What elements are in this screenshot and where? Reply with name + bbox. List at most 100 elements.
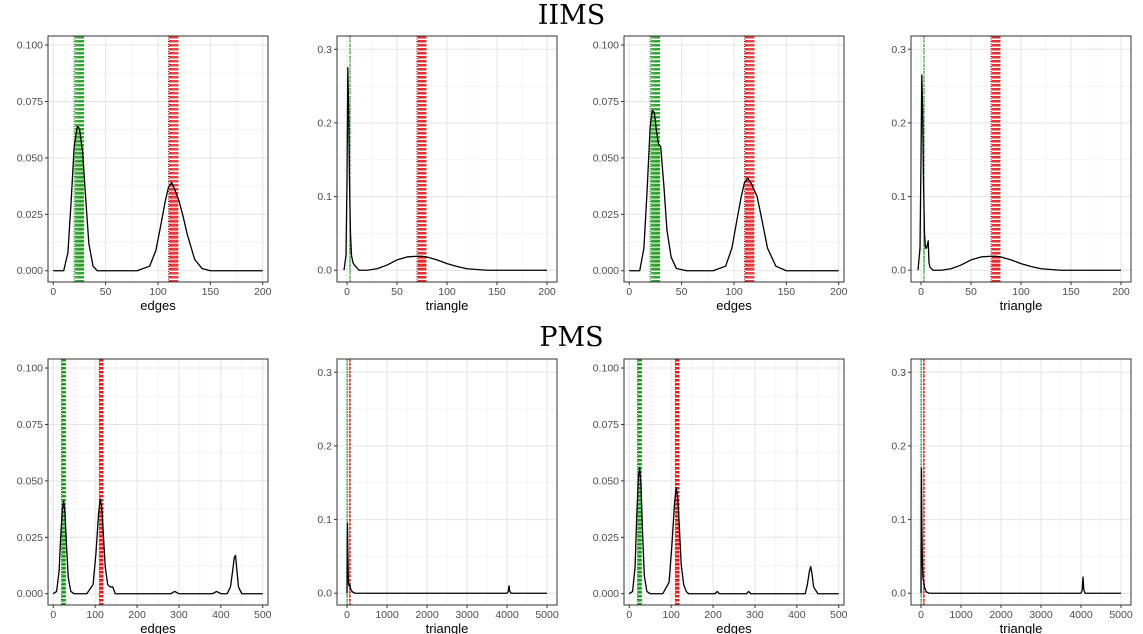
- x-tick-label: 200: [254, 286, 272, 298]
- density-curve: [53, 125, 263, 272]
- y-tick-label: 0.075: [17, 419, 43, 431]
- y-tick-label: 0.075: [17, 96, 43, 108]
- y-tick-label: 0.100: [593, 40, 619, 52]
- section-title-pms: PMS: [539, 322, 604, 353]
- y-tick-label: 0.2: [891, 440, 906, 452]
- x-tick-label: 50: [965, 286, 977, 298]
- y-tick-label: 0.050: [593, 152, 619, 164]
- y-tick-label: 0.100: [17, 40, 43, 52]
- y-tick-label: 0.1: [317, 191, 332, 203]
- x-tick-label: 0: [918, 286, 924, 298]
- x-tick-label: 150: [202, 286, 220, 298]
- x-tick-label: 0: [344, 286, 350, 298]
- x-tick-label: 100: [662, 609, 680, 621]
- x-tick-label: 0: [344, 609, 350, 621]
- x-tick-label: 200: [1112, 286, 1130, 298]
- x-tick-label: 100: [725, 286, 743, 298]
- x-tick-label: 0: [626, 286, 632, 298]
- x-tick-label: 200: [128, 609, 146, 621]
- y-tick-label: 0.025: [593, 209, 619, 221]
- y-tick-label: 0.3: [317, 367, 332, 379]
- x-tick-label: 0: [50, 286, 56, 298]
- x-tick-label: 500: [830, 609, 848, 621]
- x-tick-label: 2000: [415, 609, 439, 621]
- green-shaded-area: [75, 126, 84, 271]
- x-axis-title: triangle: [1000, 298, 1043, 313]
- x-tick-label: 0: [626, 609, 632, 621]
- y-tick-label: 0.025: [17, 209, 43, 221]
- green-shaded-area: [62, 498, 66, 594]
- x-tick-label: 4000: [1069, 609, 1093, 621]
- y-tick-label: 0.075: [593, 96, 619, 108]
- y-tick-label: 0.050: [17, 152, 43, 164]
- panel-border: [47, 358, 269, 606]
- y-tick-label: 0.000: [17, 265, 43, 277]
- x-tick-label: 4000: [495, 609, 519, 621]
- density-curve: [920, 467, 1121, 594]
- x-tick-label: 1000: [949, 609, 973, 621]
- x-tick-label: 200: [704, 609, 722, 621]
- x-tick-label: 50: [100, 286, 112, 298]
- x-tick-label: 100: [1012, 286, 1030, 298]
- y-tick-label: 0.025: [17, 532, 43, 544]
- y-tick-label: 0.1: [891, 514, 906, 526]
- x-tick-label: 200: [538, 286, 556, 298]
- chart-panel-5: 0 100 200 300 400 500 0.000 0.025 0.050 0.075 0.10…: [17, 358, 272, 634]
- x-tick-label: 150: [488, 286, 506, 298]
- y-tick-label: 0.050: [17, 475, 43, 487]
- x-tick-label: 100: [438, 286, 456, 298]
- x-tick-label: 100: [149, 286, 167, 298]
- x-tick-label: 50: [676, 286, 688, 298]
- red-shaded-area: [675, 467, 680, 594]
- density-curve: [629, 109, 839, 272]
- x-tick-label: 300: [170, 609, 188, 621]
- y-tick-label: 0.0: [891, 588, 906, 600]
- chart-panel-2: 0 50 100 150 200 0.0 0.1 0.2 0.3 triangle: [317, 35, 558, 313]
- x-tick-label: 2000: [989, 609, 1013, 621]
- y-tick-label: 0.2: [891, 117, 906, 129]
- y-tick-label: 0.050: [593, 475, 619, 487]
- x-tick-label: 1000: [375, 609, 399, 621]
- x-axis-title: edges: [716, 621, 752, 634]
- panel-border: [910, 358, 1132, 606]
- red-shaded-area: [169, 126, 178, 271]
- x-tick-label: 150: [778, 286, 796, 298]
- chart-panel-6: 0 1000 2000 3000 4000 5000 0.0 0.1 0.2 0.3 triangl…: [317, 358, 559, 634]
- green-shaded-area: [638, 467, 642, 594]
- x-tick-label: 400: [788, 609, 806, 621]
- y-tick-label: 0.000: [593, 588, 619, 600]
- y-tick-label: 0.3: [891, 367, 906, 379]
- y-tick-label: 0.100: [17, 363, 43, 375]
- x-tick-label: 400: [212, 609, 230, 621]
- y-tick-label: 0.0: [317, 588, 332, 600]
- x-tick-label: 0: [918, 609, 924, 621]
- density-curve: [346, 522, 547, 594]
- x-tick-label: 5000: [535, 609, 559, 621]
- x-tick-label: 50: [391, 286, 403, 298]
- y-tick-label: 0.075: [593, 419, 619, 431]
- x-axis-title: triangle: [426, 298, 469, 313]
- chart-panel-4: 0 50 100 150 200 0.0 0.1 0.2 0.3 triangle: [891, 35, 1132, 313]
- x-axis-title: triangle: [426, 621, 469, 634]
- x-tick-label: 3000: [1029, 609, 1053, 621]
- y-tick-label: 0.000: [593, 265, 619, 277]
- y-tick-label: 0.000: [17, 588, 43, 600]
- section-title-iims: IIMS: [537, 0, 606, 31]
- y-tick-label: 0.0: [317, 265, 332, 277]
- y-tick-label: 0.3: [891, 44, 906, 56]
- x-tick-label: 3000: [455, 609, 479, 621]
- x-tick-label: 500: [254, 609, 272, 621]
- x-axis-title: edges: [140, 298, 176, 313]
- y-tick-label: 0.0: [891, 265, 906, 277]
- x-axis-title: edges: [716, 298, 752, 313]
- y-tick-label: 0.1: [891, 191, 906, 203]
- x-tick-label: 5000: [1109, 609, 1133, 621]
- x-axis-title: edges: [140, 621, 176, 634]
- chart-panel-3: 0 50 100 150 200 0.000 0.025 0.050 0.075 0.100 edg…: [593, 35, 848, 313]
- panel-border: [623, 358, 845, 606]
- chart-panel-7: 0 100 200 300 400 500 0.000 0.025 0.050 0.075 0.10…: [593, 358, 848, 634]
- green-shaded-area: [651, 110, 660, 271]
- x-tick-label: 150: [1062, 286, 1080, 298]
- x-tick-label: 200: [830, 286, 848, 298]
- density-curve: [52, 498, 263, 595]
